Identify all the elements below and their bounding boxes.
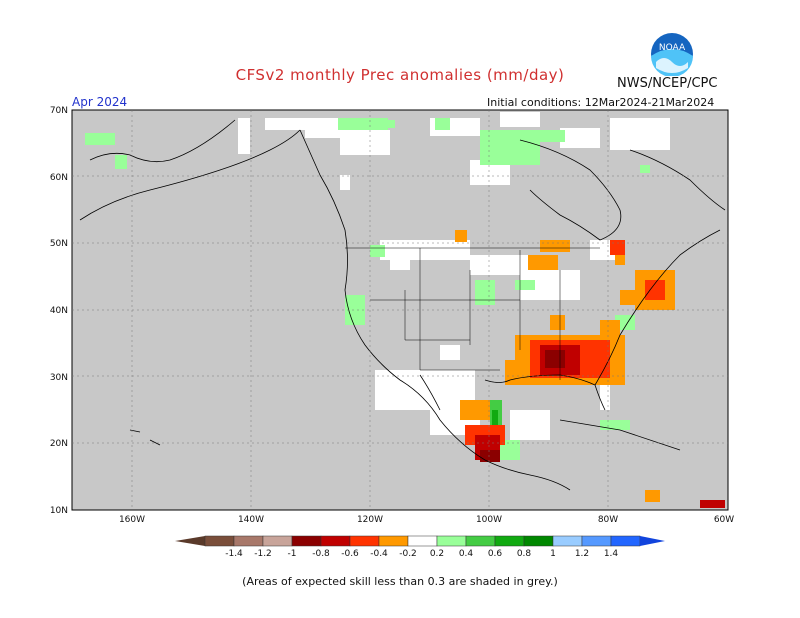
colorbar-swatch xyxy=(233,535,264,547)
colorbar-swatch xyxy=(436,535,467,547)
map-title: CFSv2 monthly Prec anomalies (mm/day) xyxy=(235,66,565,84)
lon-tick: 60W xyxy=(714,515,734,525)
lat-ticks: 70N 60N 50N 40N 30N 20N 10N xyxy=(50,106,68,516)
colorbar-swatch xyxy=(204,535,235,547)
colorbar-swatch xyxy=(407,535,438,547)
colorbar-label: -1 xyxy=(288,549,297,559)
agency-label: NWS/NCEP/CPC xyxy=(617,76,718,91)
colorbar-max-arrow xyxy=(640,536,665,546)
colorbar-min-arrow xyxy=(175,536,205,546)
lon-ticks: 160W 140W 120W 100W 80W 60W xyxy=(119,515,734,525)
colorbar-label: -0.8 xyxy=(312,549,330,559)
noaa-logo: NOAA xyxy=(651,33,693,76)
lon-tick: 160W xyxy=(119,515,145,525)
colorbar-label: -1.2 xyxy=(254,549,272,559)
colorbar-swatch xyxy=(552,535,583,547)
lat-tick: 30N xyxy=(50,373,68,383)
lat-tick: 40N xyxy=(50,306,68,316)
colorbar-swatch xyxy=(523,535,554,547)
lon-tick: 100W xyxy=(476,515,502,525)
lon-tick: 140W xyxy=(238,515,264,525)
colorbar-swatch xyxy=(581,535,612,547)
map-frame xyxy=(71,109,729,511)
colorbar: -1.4 -1.2 -1 -0.8 -0.6 -0.4 -0.2 0.2 0.4 0.6 0.8 1 1… xyxy=(175,535,665,559)
colorbar-label: -0.4 xyxy=(370,549,388,559)
lat-tick: 10N xyxy=(50,506,68,516)
colorbar-label: 0.8 xyxy=(517,549,532,559)
colorbar-swatch xyxy=(378,535,409,547)
colorbar-label: 1 xyxy=(550,549,556,559)
state-borders xyxy=(345,247,600,380)
forecast-month: Apr 2024 xyxy=(72,95,128,109)
coastlines xyxy=(79,119,726,491)
colorbar-label: 0.6 xyxy=(488,549,503,559)
graticule xyxy=(72,110,728,510)
colorbar-swatch xyxy=(262,535,293,547)
svg-text:NOAA: NOAA xyxy=(659,43,686,53)
colorbar-swatch xyxy=(320,535,351,547)
lon-tick: 120W xyxy=(357,515,383,525)
colorbar-label: -1.4 xyxy=(225,549,243,559)
colorbar-swatch xyxy=(610,535,641,547)
lon-tick: 80W xyxy=(598,515,618,525)
skill-footnote: (Areas of expected skill less than 0.3 a… xyxy=(242,575,558,588)
colorbar-swatch xyxy=(349,535,380,547)
colorbar-swatch xyxy=(494,535,525,547)
lat-tick: 70N xyxy=(50,106,68,116)
lat-tick: 50N xyxy=(50,239,68,249)
colorbar-label: -0.2 xyxy=(399,549,417,559)
colorbar-label: 0.2 xyxy=(430,549,444,559)
colorbar-swatch xyxy=(291,535,322,547)
colorbar-swatch xyxy=(465,535,496,547)
colorbar-label: 1.4 xyxy=(604,549,619,559)
initial-conditions: Initial conditions: 12Mar2024-21Mar2024 xyxy=(487,96,715,109)
lat-tick: 60N xyxy=(50,173,68,183)
colorbar-label: 0.4 xyxy=(459,549,474,559)
colorbar-label: -0.6 xyxy=(341,549,359,559)
lat-tick: 20N xyxy=(50,439,68,449)
colorbar-label: 1.2 xyxy=(575,549,589,559)
